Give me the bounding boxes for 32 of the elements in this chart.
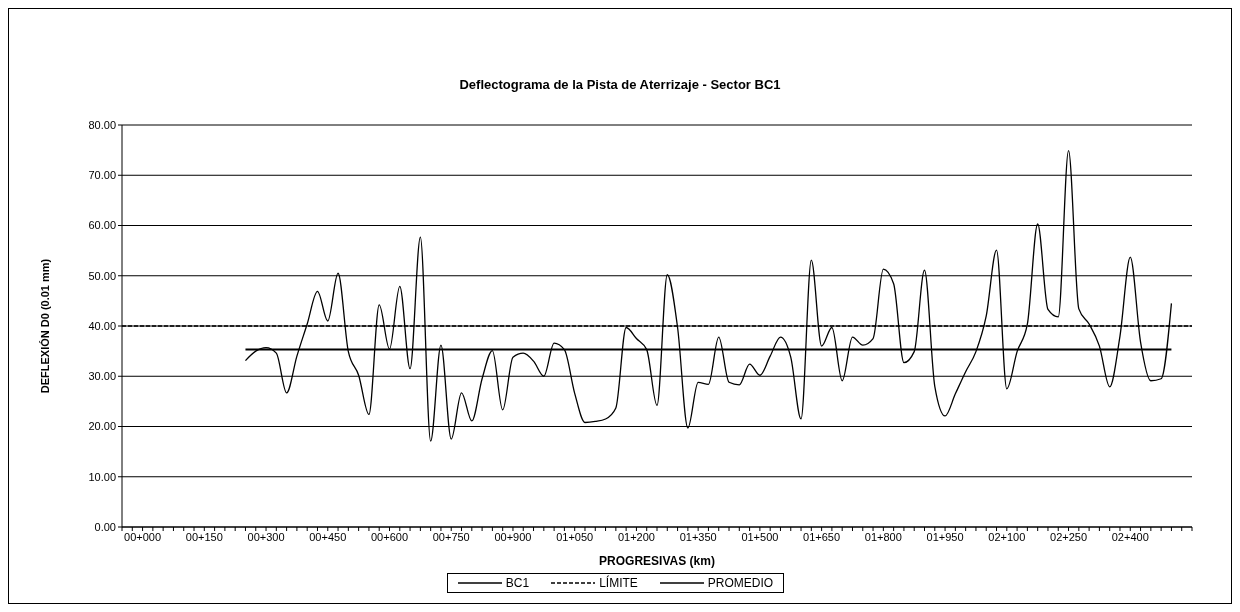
- legend-label: LÍMITE: [599, 576, 638, 590]
- x-tick-label: 00+750: [432, 530, 470, 543]
- y-tick-label: 30.00: [88, 370, 116, 383]
- y-tick-label: 80.00: [88, 118, 116, 131]
- x-tick-label: 00+000: [124, 530, 162, 543]
- x-tick-label: 01+500: [741, 530, 779, 543]
- x-tick-label: 00+300: [247, 530, 285, 543]
- x-tick-label: 01+950: [926, 530, 964, 543]
- y-tick-label: 20.00: [88, 420, 116, 433]
- y-tick-label: 40.00: [88, 319, 116, 332]
- y-tick-label: 60.00: [88, 219, 116, 232]
- x-tick-label: 02+250: [1050, 530, 1088, 543]
- x-tick-label: 00+450: [309, 530, 347, 543]
- y-tick-label: 70.00: [88, 169, 116, 182]
- y-tick-label: 0.00: [94, 520, 116, 533]
- legend-label: PROMEDIO: [707, 576, 774, 590]
- x-tick-label: 01+050: [556, 530, 594, 543]
- x-tick-label: 01+350: [679, 530, 717, 543]
- y-tick-label: 10.00: [88, 470, 116, 483]
- x-tick-label: 01+800: [864, 530, 902, 543]
- chart-title: Deflectograma de la Pista de Aterrizaje - Sector BC1: [458, 77, 782, 92]
- y-axis-title: DEFLEXIÓN D0 (0.01 mm): [38, 258, 51, 394]
- x-tick-label: 00+600: [370, 530, 409, 543]
- x-tick-label: 01+650: [803, 530, 841, 543]
- x-tick-label: 00+150: [185, 530, 223, 543]
- x-tick-label: 01+200: [617, 530, 655, 543]
- x-tick-label: 02+100: [988, 530, 1026, 543]
- legend-label: BC1: [505, 576, 530, 590]
- x-tick-label: 02+400: [1111, 530, 1149, 543]
- x-axis-title: PROGRESIVAS (km): [599, 554, 715, 568]
- y-tick-label: 50.00: [88, 269, 116, 282]
- x-tick-label: 00+900: [494, 530, 532, 543]
